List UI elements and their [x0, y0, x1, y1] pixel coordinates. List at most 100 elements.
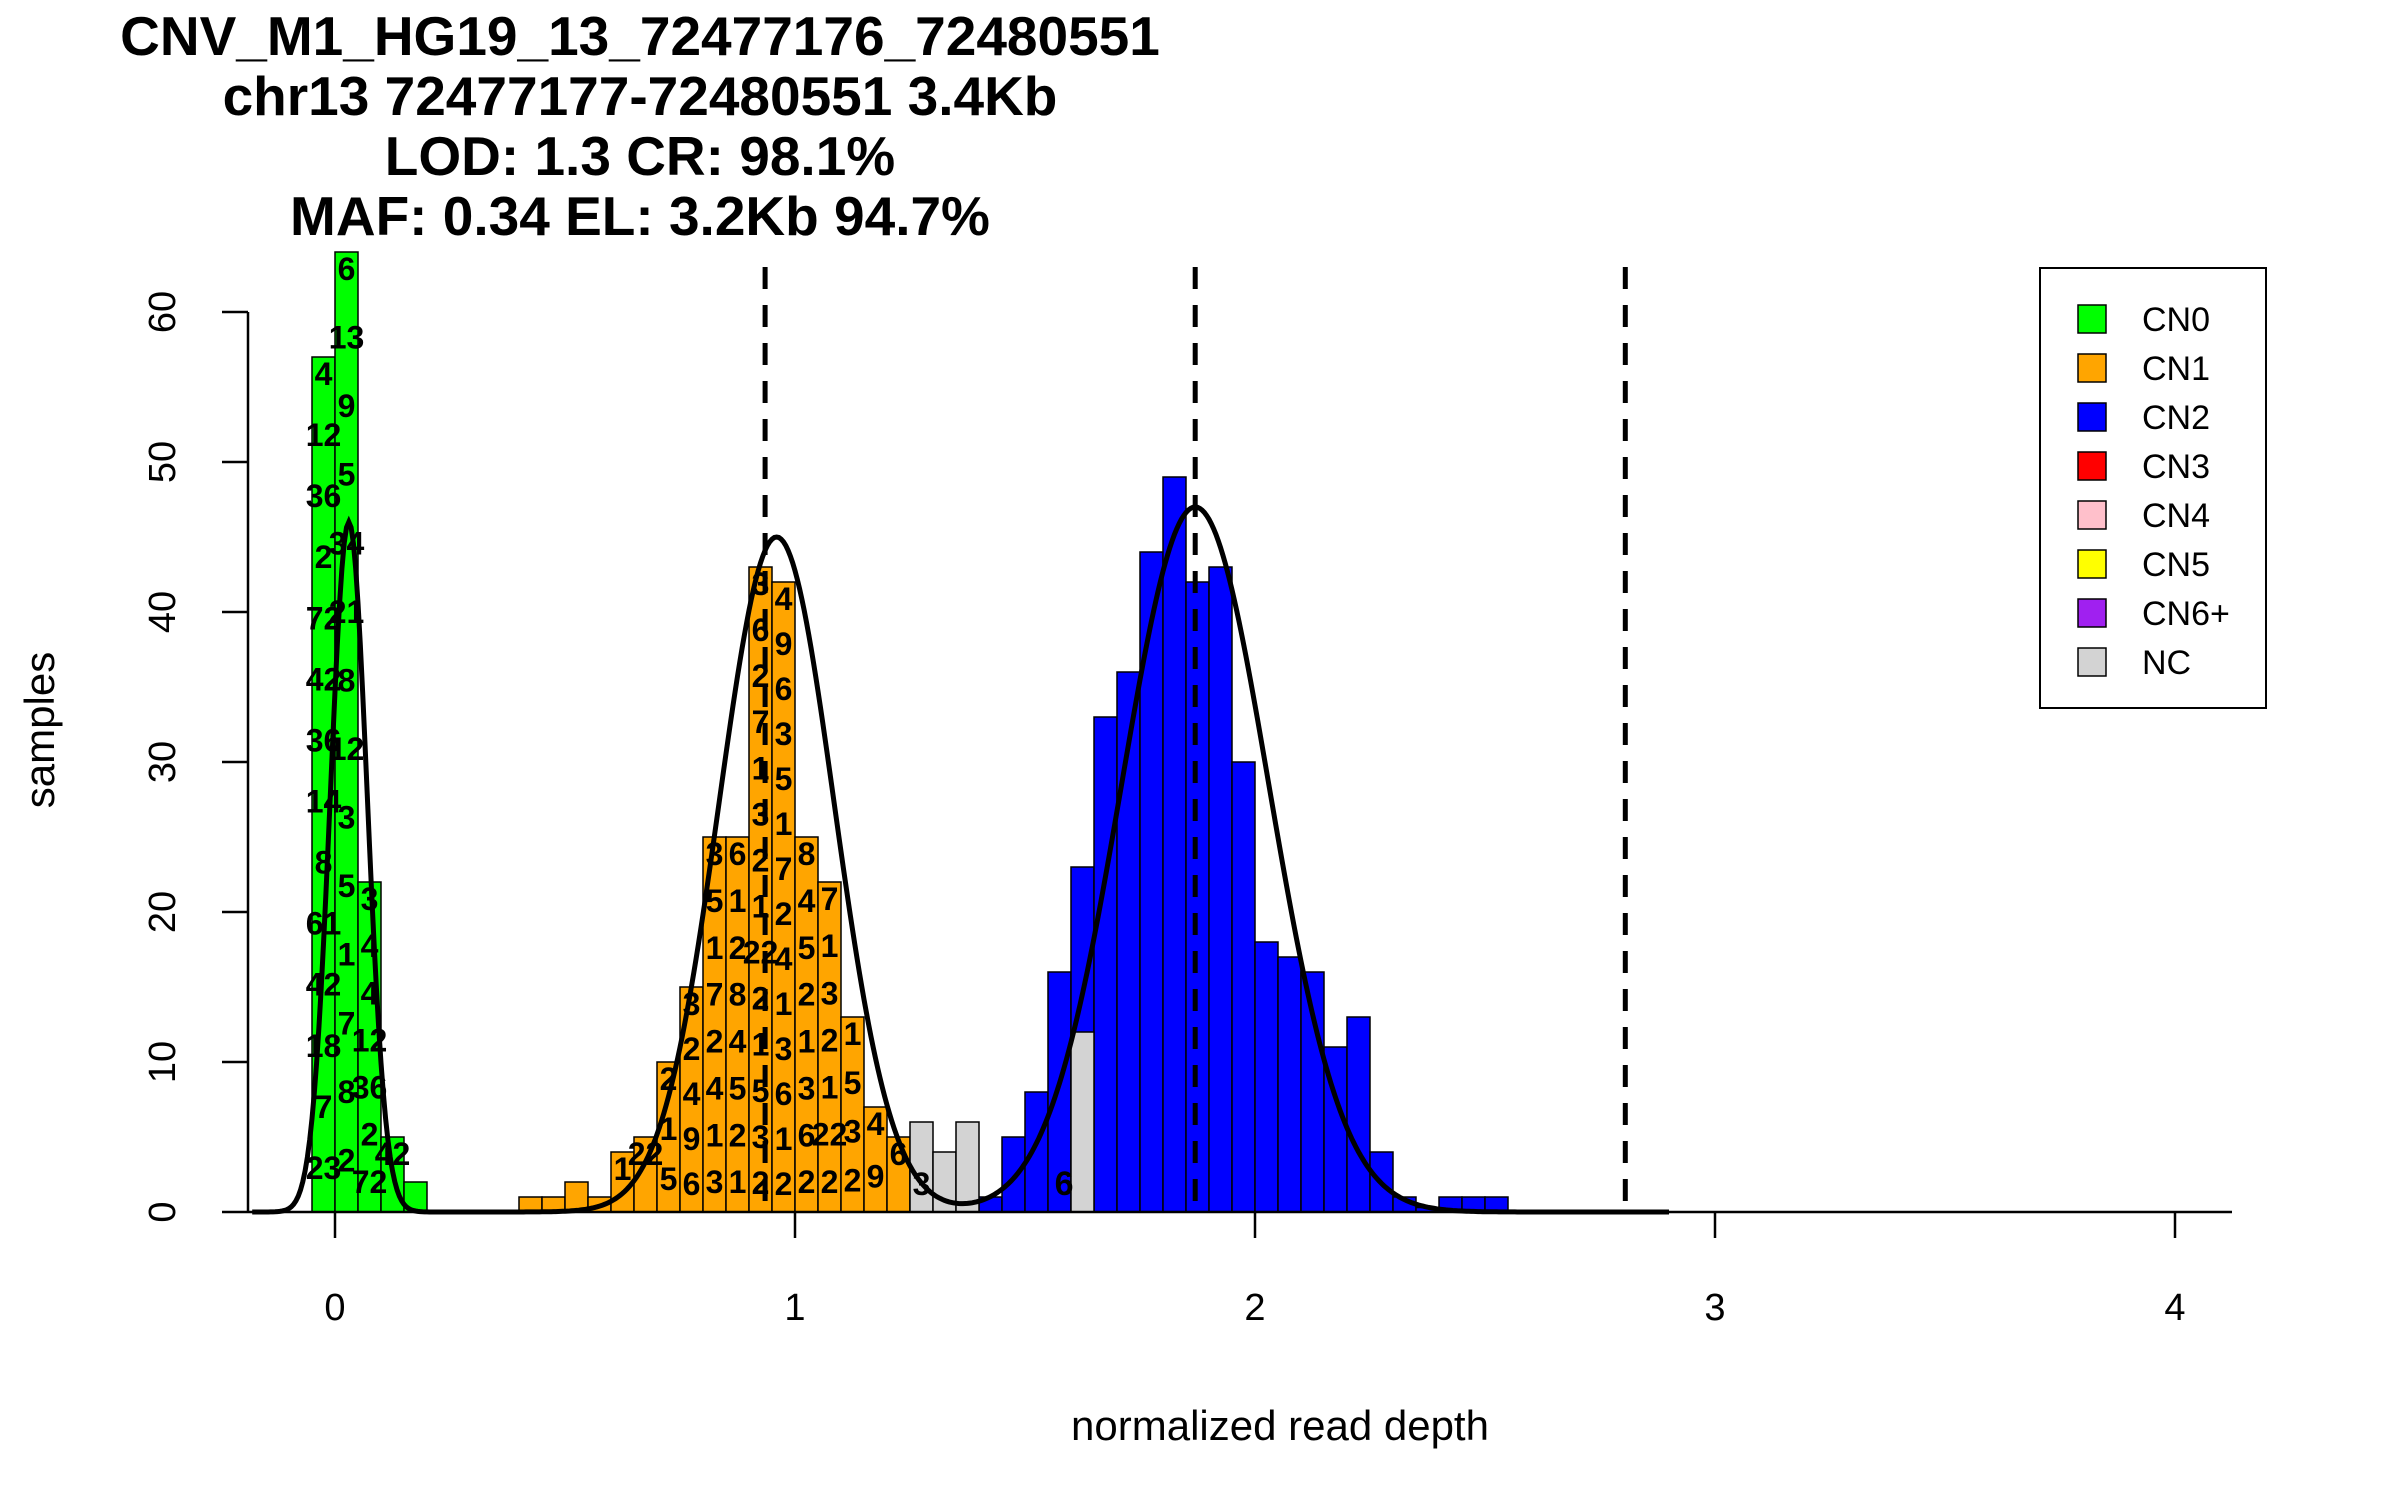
bar-label: 23	[306, 1150, 342, 1186]
bar-nc-1.375	[955, 1121, 980, 1213]
bar-label: 5	[729, 1070, 747, 1106]
bar-label: 6	[775, 671, 793, 707]
legend-label-cn1: CN1	[2142, 350, 2210, 388]
bar-label: 1	[775, 806, 793, 842]
bar-label: 1	[729, 1164, 747, 1200]
x-tick-label-0: 0	[324, 1287, 345, 1329]
bar-nc-1.625	[1070, 1031, 1095, 1213]
bar-label: 2	[361, 1117, 379, 1153]
bar-label: 6	[798, 1117, 816, 1153]
bar-label: 4	[729, 1024, 747, 1060]
bar-label: 1	[821, 928, 839, 964]
bar-label: 18	[306, 1028, 342, 1064]
bar-label: 2	[683, 1031, 701, 1067]
bar-label: 2	[729, 1117, 747, 1153]
bar-label: 72	[306, 600, 342, 636]
bar-label: 2	[798, 1164, 816, 1200]
x-tick-label-1: 1	[784, 1287, 805, 1329]
bar-cn2-1.475	[1001, 1136, 1026, 1213]
bar-label: 1	[706, 1117, 724, 1153]
bar-label: 8	[798, 836, 816, 872]
bar-label: 5	[660, 1161, 678, 1197]
x-tick-label-2: 2	[1244, 1287, 1265, 1329]
y-axis-label: samples	[16, 652, 63, 808]
bar-label: 6	[338, 251, 356, 287]
bar-label: 4	[775, 941, 793, 977]
bar-label: 1	[775, 1121, 793, 1157]
bar-label: 14	[306, 784, 342, 820]
chart-title-line-4: MAF: 0.34 EL: 3.2Kb 94.7%	[290, 185, 990, 247]
y-tick-label-60: 60	[142, 291, 184, 333]
bar-label: 36	[306, 478, 342, 514]
chart-title-line-1: CNV_M1_HG19_13_72477176_72480551	[120, 5, 1160, 67]
bar-cn2-1.675	[1093, 716, 1118, 1213]
legend-box	[2039, 267, 2267, 709]
x-axis-label: normalized read depth	[1071, 1402, 1489, 1449]
bar-label: 3	[775, 716, 793, 752]
bar-label: 1	[614, 1151, 632, 1187]
legend-label-cn4: CN4	[2142, 497, 2210, 535]
bar-label: 3	[798, 1070, 816, 1106]
bar-label: 1	[729, 883, 747, 919]
bar-label: 2	[706, 1024, 724, 1060]
bar-label: 3	[821, 975, 839, 1011]
y-tick-label-30: 30	[142, 741, 184, 783]
chart-title-line-3: LOD: 1.3 CR: 98.1%	[384, 125, 896, 187]
bar-label: 5	[338, 868, 356, 904]
legend-swatch-cn0	[2077, 304, 2107, 334]
bar-cn2-2.075	[1277, 956, 1302, 1213]
bar-label: 9	[338, 388, 356, 424]
bar-label: 22	[743, 935, 779, 971]
legend-swatch-cn3	[2077, 451, 2107, 481]
legend-label-cn2: CN2	[2142, 399, 2210, 437]
fit-curves-layer	[252, 504, 1669, 1215]
bar-label: 2	[775, 896, 793, 932]
bar-label: 7	[706, 977, 724, 1013]
chart-title-line-2: chr13 72477177-72480551 3.4Kb	[222, 65, 1058, 127]
bar-labels-layer: 4123627242361486142187236139534218123517…	[306, 251, 1074, 1203]
bar-label: 6	[1055, 1165, 1074, 1203]
legend-swatch-cn5	[2077, 549, 2107, 579]
bar-label: 22	[812, 1117, 848, 1153]
bar-label: 9	[775, 626, 793, 662]
y-tick-label-20: 20	[142, 891, 184, 933]
x-tick-label-4: 4	[2164, 1287, 2185, 1329]
bar-label: 1	[775, 986, 793, 1022]
bar-label: 1	[798, 1024, 816, 1060]
bar-label: 2	[821, 1022, 839, 1058]
legend-swatch-cn1	[2077, 353, 2107, 383]
y-tick-label-10: 10	[142, 1041, 184, 1083]
bar-cn2-1.975	[1231, 761, 1256, 1213]
bar-label: 4	[706, 1070, 724, 1106]
bar-label: 5	[844, 1065, 862, 1101]
legend-label-cn3: CN3	[2142, 448, 2210, 486]
bar-label: 5	[706, 883, 724, 919]
bar-label: 1	[844, 1016, 862, 1052]
bar-label: 9	[683, 1121, 701, 1157]
bar-label: 2	[729, 930, 747, 966]
bar-label: 2	[798, 977, 816, 1013]
legend-swatch-cn6plus	[2077, 598, 2107, 628]
chart-title-block: CNV_M1_HG19_13_72477176_72480551 chr13 7…	[0, 0, 2400, 250]
bar-label: 4	[683, 1076, 701, 1112]
legend-label-cn6plus: CN6+	[2142, 595, 2230, 633]
x-tick-label-3: 3	[1704, 1287, 1725, 1329]
bar-label: 5	[338, 457, 356, 493]
bar-label: 3	[338, 800, 356, 836]
bar-label: 3	[775, 1031, 793, 1067]
legend-label-cn5: CN5	[2142, 546, 2210, 584]
y-tick-label-40: 40	[142, 591, 184, 633]
bar-label: 1	[338, 937, 356, 973]
bar-label: 72	[352, 1164, 388, 1200]
bar-label: 3	[706, 1164, 724, 1200]
bar-label: 8	[338, 662, 356, 698]
bar-label: 7	[821, 881, 839, 917]
legend-swatch-cn2	[2077, 402, 2107, 432]
y-tick-label-50: 50	[142, 441, 184, 483]
legend-label-nc: NC	[2142, 644, 2191, 682]
bar-label: 8	[338, 1074, 356, 1110]
bar-label: 9	[867, 1159, 885, 1195]
legend-label-cn0: CN0	[2142, 301, 2210, 339]
